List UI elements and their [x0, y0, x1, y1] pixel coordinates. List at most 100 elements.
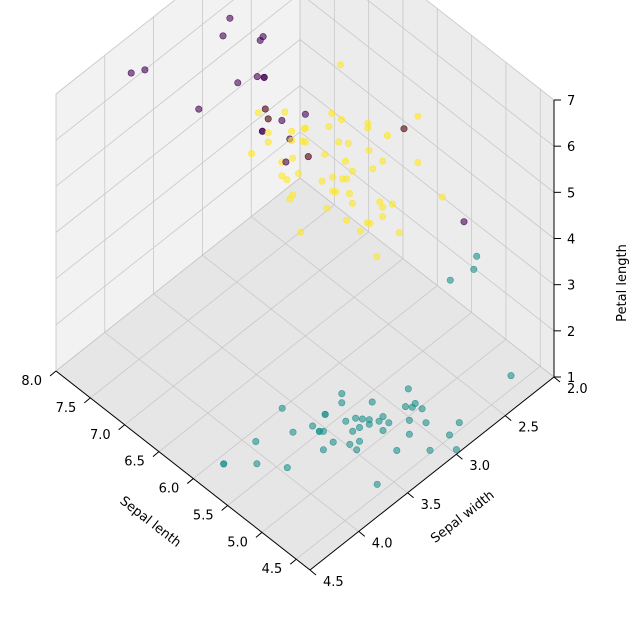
scatter-point	[365, 416, 373, 424]
scatter-point	[379, 203, 387, 211]
scatter-point	[301, 124, 309, 132]
scatter-point	[301, 138, 309, 146]
tick-mark	[255, 531, 263, 538]
scatter-point	[282, 158, 290, 166]
x-axis-label: Sepal lenth	[117, 494, 184, 551]
tick-mark	[118, 424, 125, 431]
x-tick-label: 7.5	[56, 401, 77, 416]
scatter-point	[405, 430, 413, 438]
y-tick-label: 2.5	[518, 421, 539, 436]
x-tick-label: 5.0	[227, 535, 248, 550]
scatter-point	[346, 440, 354, 448]
tick-mark	[186, 478, 194, 484]
grid-line-z	[55, 177, 555, 378]
tick-mark	[84, 397, 91, 404]
scatter-point	[336, 61, 344, 69]
scatter-point	[338, 399, 346, 407]
scatter-point	[404, 385, 412, 393]
scatter-point	[325, 123, 333, 131]
scatter-point	[304, 153, 312, 161]
scatter-point	[329, 438, 337, 446]
scatter-point	[376, 198, 384, 206]
z-axis-label: Petal length	[615, 244, 630, 322]
scatter-point	[323, 204, 331, 212]
scatter-point	[289, 191, 297, 199]
tick-mark	[456, 453, 463, 460]
scatter-point	[388, 200, 396, 208]
scatter-point	[345, 190, 353, 198]
scatter-point	[383, 132, 391, 140]
scatter-point	[309, 422, 317, 430]
scatter-point	[349, 427, 357, 435]
y-tick-label: 2.0	[567, 382, 588, 397]
scatter-point	[507, 372, 515, 380]
scatter-point	[373, 253, 381, 261]
x-tick-label: 4.5	[262, 562, 283, 577]
scatter-point	[344, 139, 352, 147]
scatter-point	[364, 119, 372, 127]
scatter-point	[328, 109, 336, 117]
scatter-point	[254, 109, 262, 117]
scatter-point	[319, 427, 327, 435]
scatter-point	[283, 176, 291, 184]
scatter-point	[253, 73, 261, 81]
scatter-point	[405, 416, 413, 424]
scatter-point	[356, 227, 364, 235]
scatter-point	[141, 66, 149, 74]
grid-lines	[55, 0, 555, 571]
scatter-point	[355, 437, 363, 445]
scatter-point	[297, 228, 305, 236]
scatter-point	[348, 199, 356, 207]
axis-panes	[55, 0, 555, 571]
scatter-point	[264, 129, 272, 137]
scatter-point	[195, 105, 203, 113]
scatter-point	[288, 127, 296, 135]
scatter-point	[226, 14, 234, 22]
scatter-point	[460, 218, 468, 226]
scatter-point	[335, 138, 343, 146]
grid-line-z	[55, 38, 555, 239]
x-tick-label: 7.0	[90, 428, 111, 443]
x-tick-label: 5.5	[193, 508, 214, 523]
tick-mark	[152, 451, 160, 458]
grid-line-z	[55, 131, 555, 332]
scatter-point	[358, 415, 366, 423]
tick-mark	[553, 376, 561, 383]
tick-mark	[358, 531, 366, 537]
scatter-point	[379, 426, 387, 434]
scatter-point	[278, 117, 286, 125]
scatter-point	[264, 115, 272, 123]
z-tick-label: 7	[567, 94, 575, 109]
z-tick-label: 4	[567, 233, 575, 248]
tick-mark	[221, 505, 228, 511]
scatter-point	[219, 32, 227, 40]
y-tick-label: 4.5	[323, 575, 344, 590]
scatter-point	[369, 165, 377, 173]
scatter-point	[283, 464, 291, 472]
scatter-point	[455, 419, 463, 427]
y-axis-label: Sepal width	[428, 488, 497, 547]
z-tick-label: 3	[567, 279, 575, 294]
tick-mark	[49, 370, 57, 377]
scatter-point	[445, 431, 453, 439]
scatter-point	[348, 167, 356, 175]
scatter-point	[319, 446, 327, 454]
z-tick-label: 1	[567, 371, 575, 386]
scatter-point	[278, 172, 286, 180]
scatter-point	[393, 446, 401, 454]
scatter-point	[473, 252, 481, 260]
scatter-point	[414, 159, 422, 167]
grid-line-z	[55, 85, 555, 285]
axis-lines	[49, 99, 561, 576]
scatter-point	[426, 446, 434, 454]
scatter-point	[289, 154, 297, 162]
scatter-point	[385, 419, 393, 427]
scatter-point	[329, 173, 337, 181]
scatter-point	[289, 428, 297, 436]
z-tick-label: 6	[567, 140, 575, 155]
scatter-point	[438, 193, 446, 201]
scatter-point	[368, 398, 376, 406]
scatter-point	[337, 116, 345, 124]
y-tick-label: 3.0	[469, 459, 490, 474]
scatter-point	[379, 413, 387, 421]
